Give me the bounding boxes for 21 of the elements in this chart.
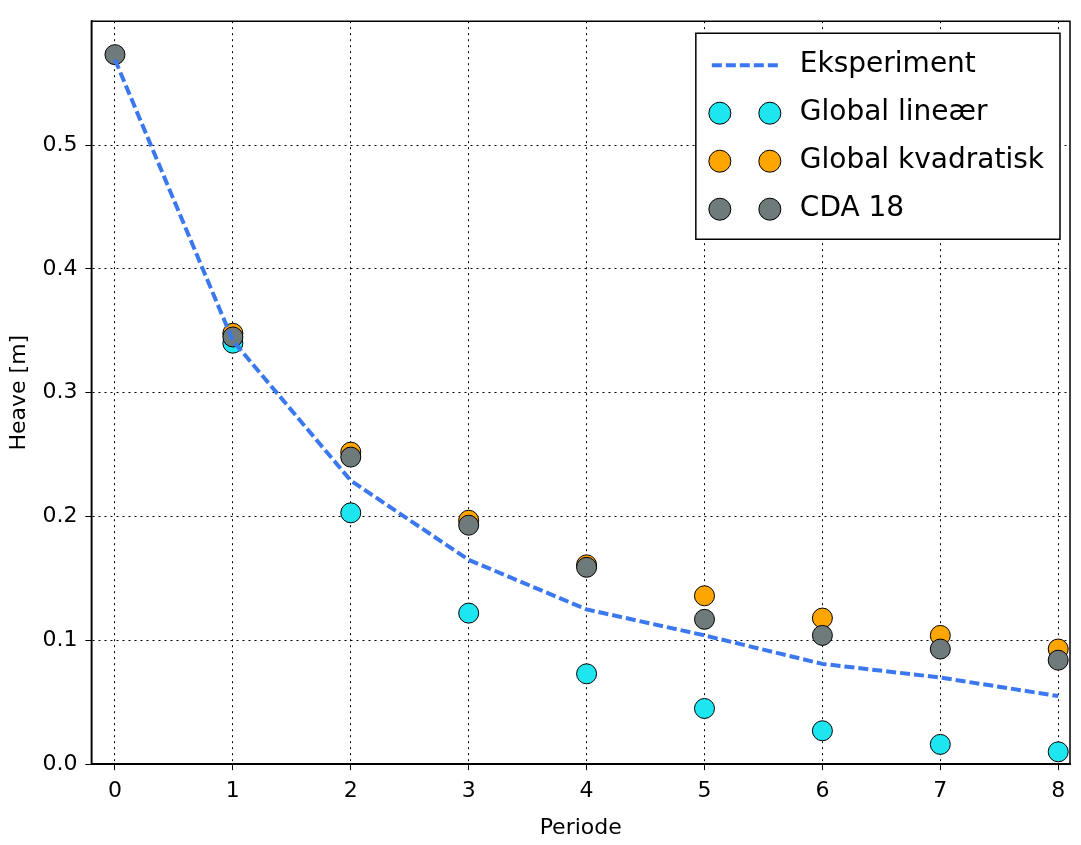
x-tick-label: 2 [343, 777, 358, 803]
x-tick-label: 4 [579, 777, 594, 803]
x-tick-label: 8 [1051, 777, 1066, 803]
legend-label: Global lineær [799, 94, 989, 128]
x-tick-label: 1 [225, 777, 240, 803]
legend-label: Eksperiment [799, 46, 976, 80]
y-axis-title: Heave [m] [4, 334, 30, 451]
x-tick-label: 3 [461, 777, 476, 803]
x-tick-label: 6 [815, 777, 830, 803]
x-tick-label: 7 [933, 777, 948, 803]
x-tick-label: 5 [697, 777, 712, 803]
y-tick-label: 0.3 [42, 378, 78, 404]
x-tick-label: 0 [107, 777, 122, 803]
x-axis-title: Periode [539, 813, 622, 839]
y-tick-label: 0.5 [42, 130, 78, 156]
y-tick-label: 0.1 [42, 626, 78, 652]
y-tick-label: 0.0 [42, 749, 78, 775]
legend-label: Global kvadratisk [799, 142, 1045, 176]
legend-label: CDA 18 [799, 190, 905, 224]
y-tick-label: 0.2 [42, 502, 78, 528]
y-tick-label: 0.4 [42, 254, 78, 280]
